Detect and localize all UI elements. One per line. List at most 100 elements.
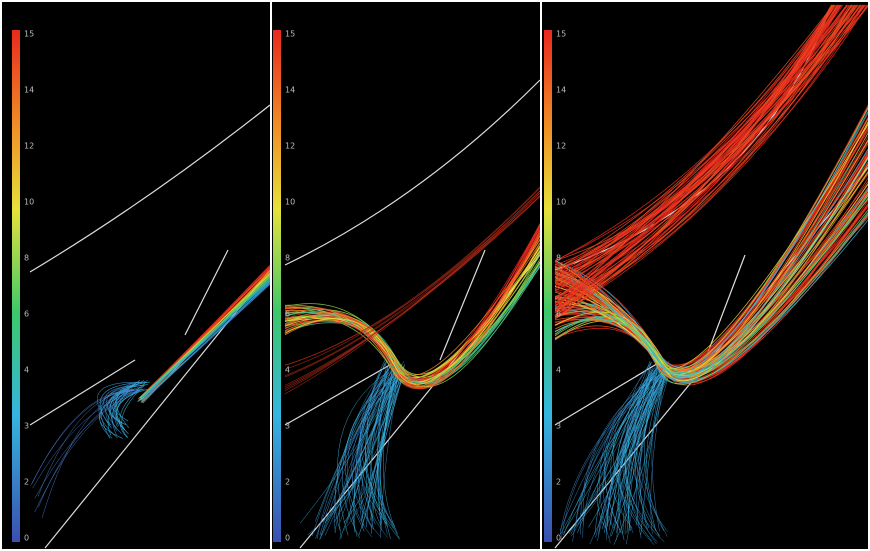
streamline: [554, 4, 834, 270]
colorbar-label: 10: [556, 198, 566, 207]
streamline: [554, 4, 840, 302]
streamline: [614, 376, 658, 528]
streamline: [612, 377, 652, 542]
streamline: [370, 373, 403, 534]
streamline: [284, 193, 541, 395]
wall-line: [29, 104, 271, 273]
colorbar: [273, 30, 281, 542]
streamline: [115, 388, 145, 427]
streamline: [284, 246, 541, 385]
streamlines: [29, 4, 870, 549]
wall-line: [184, 249, 229, 336]
colorbar-label: 12: [285, 142, 295, 151]
streamline: [107, 380, 141, 436]
colorbar-label: 4: [24, 366, 29, 375]
streamline: [627, 361, 660, 538]
streamline: [594, 361, 664, 535]
streamline: [379, 373, 402, 540]
colorbar-label: 0: [285, 534, 290, 543]
colorbar-label: 2: [285, 478, 290, 487]
streamline: [554, 4, 834, 298]
colorbar-label: 14: [285, 86, 295, 95]
streamline: [353, 364, 396, 525]
streamline: [554, 4, 869, 266]
colorbar-label: 0: [24, 534, 29, 543]
streamline: [582, 367, 655, 538]
streamline: [622, 371, 658, 543]
streamline: [137, 280, 271, 402]
streamline: [554, 4, 833, 270]
streamline: [34, 389, 141, 513]
streamline: [554, 104, 870, 368]
streamline: [37, 389, 141, 497]
streamline: [31, 389, 141, 484]
streamline: [613, 370, 666, 545]
streamline: [572, 374, 669, 542]
streamline: [554, 4, 837, 312]
streamline: [358, 372, 403, 529]
colorbar-label: 3: [285, 422, 290, 431]
wall-line: [439, 249, 486, 361]
streamline: [284, 261, 541, 378]
streamline: [622, 367, 669, 535]
colorbar-label: 8: [24, 254, 29, 263]
colorbar-label: 10: [285, 198, 295, 207]
streamline: [137, 269, 271, 400]
colorbar-label: 15: [556, 30, 566, 39]
streamline: [99, 380, 148, 439]
streamline: [563, 370, 667, 536]
streamline: [32, 389, 141, 489]
streamline: [616, 365, 663, 540]
colorbar-label: 15: [24, 30, 34, 39]
streamline: [639, 362, 668, 530]
streamline: [284, 223, 541, 382]
streamline: [554, 4, 835, 319]
streamline: [554, 4, 839, 313]
colorbar: [544, 30, 552, 542]
streamline: [554, 4, 843, 281]
streamline: [284, 251, 541, 375]
streamline: [554, 4, 841, 275]
streamline: [284, 195, 541, 378]
streamline: [284, 186, 541, 366]
streamline: [554, 4, 834, 274]
streamline: [119, 382, 146, 439]
streamline: [575, 363, 658, 526]
streamline: [370, 360, 392, 527]
wall-line: [704, 254, 746, 361]
streamline: [603, 370, 668, 534]
streamline: [554, 4, 866, 290]
wall-line: [554, 361, 661, 426]
streamline: [554, 4, 847, 274]
streamline: [142, 282, 271, 398]
streamline: [554, 4, 856, 312]
streamline: [355, 363, 401, 530]
streamline: [141, 283, 271, 401]
streamline: [650, 363, 668, 535]
streamline: [359, 377, 403, 540]
streamline: [284, 229, 541, 389]
streamline: [554, 4, 849, 289]
colorbar-label: 6: [556, 310, 561, 319]
streamline: [559, 364, 651, 531]
streamline: [284, 254, 541, 382]
streamline: [601, 376, 652, 530]
streamline: [554, 129, 870, 379]
colorbar: [12, 30, 20, 542]
colorbar-label: 12: [24, 142, 34, 151]
streamline: [554, 107, 870, 374]
colorbar-label: 12: [556, 142, 566, 151]
streamline: [554, 4, 865, 317]
streamline: [347, 372, 392, 537]
colorbar-label: 3: [556, 422, 561, 431]
streamline: [339, 375, 401, 539]
streamline: [337, 372, 388, 536]
colorbar-label: 8: [556, 254, 561, 263]
streamline: [554, 4, 848, 307]
streamline: [606, 367, 653, 532]
streamline: [624, 379, 665, 542]
streamline: [554, 4, 834, 310]
streamline: [307, 365, 405, 535]
